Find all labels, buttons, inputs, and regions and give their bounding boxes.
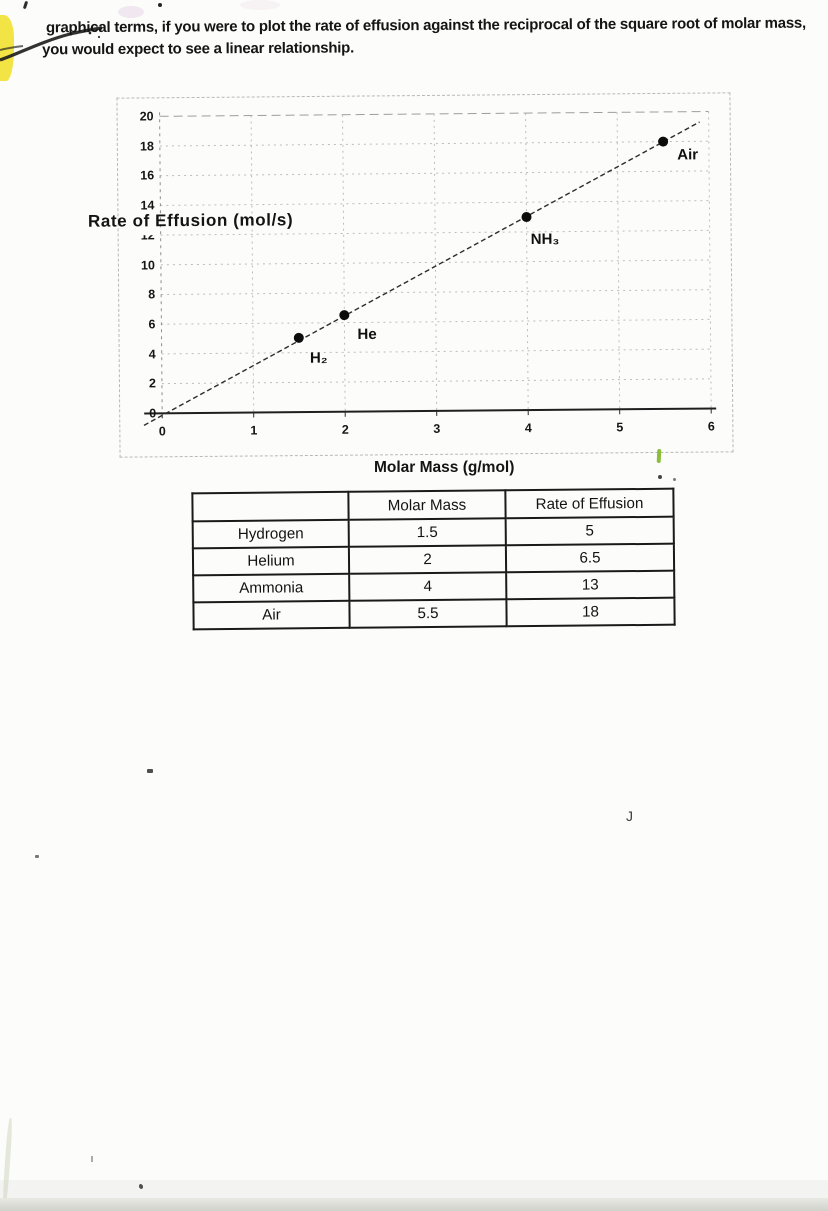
ink-speck (304, 28, 307, 31)
y-tick-label-2: 2 (148, 376, 156, 391)
cell-value: 4 (349, 572, 507, 601)
gridline-y-4 (161, 348, 711, 355)
ink-speck (35, 855, 39, 858)
trendline (143, 121, 700, 426)
point-label-helium: He (357, 326, 376, 343)
y-tick-label-20: 20 (139, 109, 154, 124)
gridline-y-18 (159, 140, 709, 147)
gridline-x-4 (525, 113, 529, 411)
x-tick-label-1: 1 (250, 423, 258, 438)
y-tick-label-18: 18 (139, 139, 154, 154)
row-label: Helium (192, 546, 350, 576)
intro-line-2: you would expect to see a linear relatio… (42, 39, 355, 59)
ink-speck (158, 3, 162, 7)
point-label-air: Air (677, 146, 698, 163)
x-tick-label-0: 0 (158, 424, 166, 439)
gridline-x-6 (708, 111, 712, 409)
y-tick-label-0: 0 (149, 406, 157, 421)
intro-paragraph: graphical terms, if you were to plot the… (42, 13, 806, 62)
ink-speck (673, 478, 676, 481)
y-axis-line (159, 112, 163, 414)
cell-value: 1.5 (348, 518, 506, 547)
table-row: Air 5.5 18 (193, 597, 675, 630)
gridline-x-1 (250, 115, 255, 413)
cell-value: 6.5 (505, 543, 675, 573)
scan-edge-shadow (0, 1198, 828, 1211)
gridline-x-3 (433, 113, 438, 411)
gridline-y-12 (160, 229, 710, 236)
gridline-y-10 (160, 259, 710, 266)
column-header-1: Molar Mass (348, 490, 506, 520)
gridline-x-5 (616, 112, 621, 410)
cell-value: 2 (348, 545, 507, 574)
ink-speck (22, 0, 29, 10)
cell-value: 5 (505, 516, 674, 546)
point-label-hydrogen: H₂ (310, 350, 328, 367)
scan-edge-shadow (0, 1180, 828, 1198)
x-tick-label-5: 5 (616, 420, 624, 435)
scan-smudge (118, 6, 144, 18)
y-tick-label-10: 10 (140, 257, 155, 272)
x-axis-title: Molar Mass (g/mol) (374, 459, 515, 476)
highlight-fleck-icon (656, 448, 662, 464)
y-tick-label-6: 6 (148, 317, 156, 332)
ink-speck (147, 769, 153, 773)
cell-value: 13 (506, 570, 675, 600)
gridline-y-2 (161, 378, 711, 385)
x-tick-label-2: 2 (341, 422, 349, 437)
gridline-y-6 (161, 318, 711, 325)
data-point-ammonia (521, 212, 532, 223)
column-header-0 (192, 491, 349, 522)
y-axis-title: Rate of Effusion (mol/s) (87, 210, 294, 231)
row-label: Ammonia (193, 573, 350, 603)
y-tick-label-8: 8 (148, 287, 156, 302)
data-point-helium (339, 310, 350, 321)
gridline-y-14 (160, 200, 710, 206)
ink-speck (658, 475, 662, 479)
data-point-hydrogen (293, 332, 304, 343)
handwritten-j-mark: J (626, 808, 633, 824)
pen-stroke (0, 26, 103, 62)
row-label: Hydrogen (192, 519, 349, 549)
row-label: Air (193, 600, 350, 630)
intro-line-1: graphical terms, if you were to plot the… (45, 14, 806, 37)
gridline-y-16 (160, 170, 710, 177)
chart-canvas: H₂ He NH₃ Air (143, 111, 717, 426)
cell-value: 18 (506, 597, 675, 627)
column-header-2: Rate of Effusion (505, 488, 674, 519)
cell-value: 5.5 (349, 599, 507, 628)
x-tick-label-4: 4 (524, 421, 532, 436)
y-tick-label-16: 16 (140, 168, 155, 183)
gridline-y-8 (161, 289, 711, 296)
scan-smudge (240, 0, 280, 10)
x-axis-line (144, 407, 717, 415)
x-tick-label-3: 3 (433, 421, 441, 436)
effusion-data-table: Molar Mass Rate of Effusion Hydrogen 1.5 5 H… (191, 488, 675, 631)
ink-speck (91, 1156, 93, 1162)
x-tick-label-6: 6 (707, 419, 715, 434)
gridline-x-2 (342, 114, 346, 412)
point-label-ammonia: NH₃ (531, 231, 560, 248)
data-point-air (658, 136, 669, 147)
y-tick-label-4: 4 (148, 346, 156, 362)
